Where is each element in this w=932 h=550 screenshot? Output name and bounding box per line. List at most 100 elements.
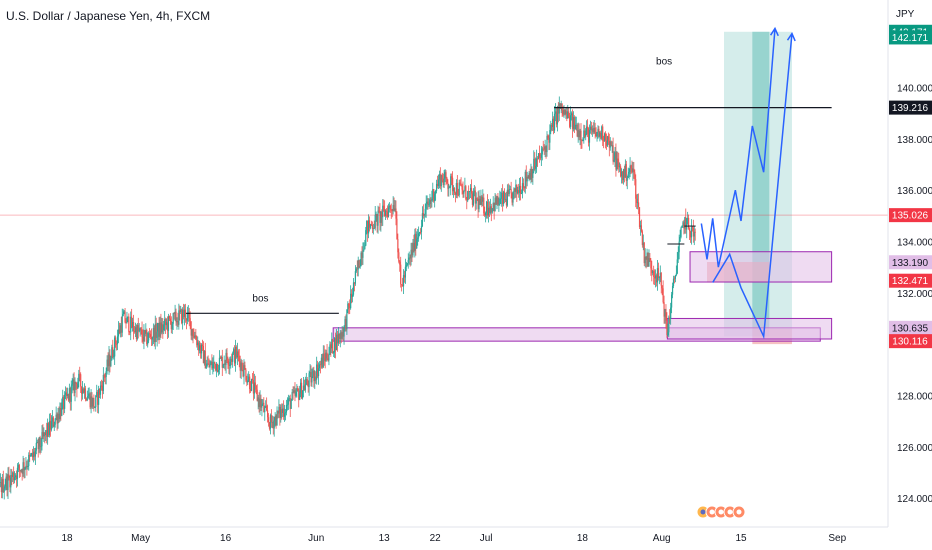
candle — [67, 393, 70, 402]
candle — [300, 378, 302, 398]
candle — [395, 200, 397, 226]
candle — [374, 206, 376, 231]
candle — [492, 196, 494, 212]
candle — [155, 317, 157, 343]
candle — [358, 259, 360, 269]
candle — [568, 107, 570, 119]
candle — [167, 313, 170, 338]
candle — [102, 367, 104, 395]
candle — [99, 381, 102, 399]
candle — [46, 422, 48, 444]
candle — [539, 152, 542, 161]
candle — [200, 343, 203, 359]
candle — [385, 208, 388, 218]
candle — [274, 412, 276, 427]
candle — [296, 384, 298, 398]
candle — [479, 195, 481, 205]
candle — [645, 256, 647, 269]
candle — [162, 318, 164, 339]
candle — [241, 359, 243, 372]
candle — [245, 368, 247, 383]
candle — [225, 349, 227, 374]
candle — [14, 473, 17, 481]
candle — [481, 195, 483, 208]
candle — [581, 139, 583, 149]
candle — [154, 315, 156, 350]
candle — [605, 133, 608, 150]
candle — [625, 160, 627, 187]
candle — [14, 471, 16, 484]
candle — [248, 371, 250, 383]
candle — [300, 378, 303, 400]
candle — [587, 127, 590, 147]
candle — [553, 106, 556, 133]
candle — [434, 191, 436, 208]
candle — [530, 163, 532, 184]
candle — [345, 314, 347, 332]
candle — [408, 251, 410, 265]
candle — [397, 233, 399, 259]
candle — [623, 165, 626, 183]
candle — [669, 309, 671, 324]
candle — [45, 429, 47, 442]
candle — [431, 190, 433, 208]
candle — [396, 211, 398, 240]
candle — [128, 313, 130, 336]
candle — [555, 106, 558, 128]
candle — [8, 466, 10, 481]
price-label-text: 139.216 — [892, 103, 929, 114]
candle — [92, 397, 94, 409]
candle — [237, 349, 239, 362]
candle — [194, 331, 196, 340]
candle — [226, 347, 228, 363]
candle — [19, 469, 21, 477]
candle — [328, 346, 330, 366]
price-tick-label: 124.000 — [897, 494, 932, 505]
candle — [425, 195, 427, 218]
candle — [284, 409, 287, 421]
candle — [442, 173, 444, 188]
candle — [394, 200, 396, 213]
candle — [37, 438, 39, 458]
candle — [592, 122, 594, 135]
candle — [574, 116, 576, 130]
candle — [637, 193, 640, 215]
candle — [54, 418, 56, 428]
candles-layer — [0, 96, 696, 500]
candle — [127, 316, 129, 323]
candle — [339, 330, 341, 348]
candle — [683, 219, 685, 235]
candle — [75, 381, 77, 390]
candle — [5, 472, 7, 491]
candle — [554, 103, 557, 122]
candle — [483, 193, 485, 216]
candle — [84, 385, 87, 402]
candle — [607, 132, 609, 145]
candle — [348, 303, 350, 315]
economic-events[interactable] — [696, 505, 746, 519]
candle — [666, 312, 668, 338]
time-tick-label: May — [131, 533, 150, 544]
candle — [147, 332, 149, 348]
candle — [626, 175, 628, 190]
candle — [276, 406, 278, 426]
candle — [511, 192, 513, 206]
candle — [15, 470, 18, 488]
candle — [267, 413, 270, 427]
candle — [297, 385, 299, 392]
candle — [116, 329, 119, 351]
candle — [148, 327, 151, 338]
candle — [638, 207, 641, 229]
candle — [73, 372, 75, 397]
candle — [679, 229, 681, 242]
candle — [418, 231, 421, 237]
candle — [51, 410, 53, 429]
candle — [448, 183, 450, 197]
candle — [137, 317, 139, 339]
candle — [665, 304, 667, 329]
candle — [60, 402, 62, 421]
candle — [674, 274, 676, 283]
candle — [519, 177, 521, 201]
event-icon-dot — [727, 509, 733, 515]
